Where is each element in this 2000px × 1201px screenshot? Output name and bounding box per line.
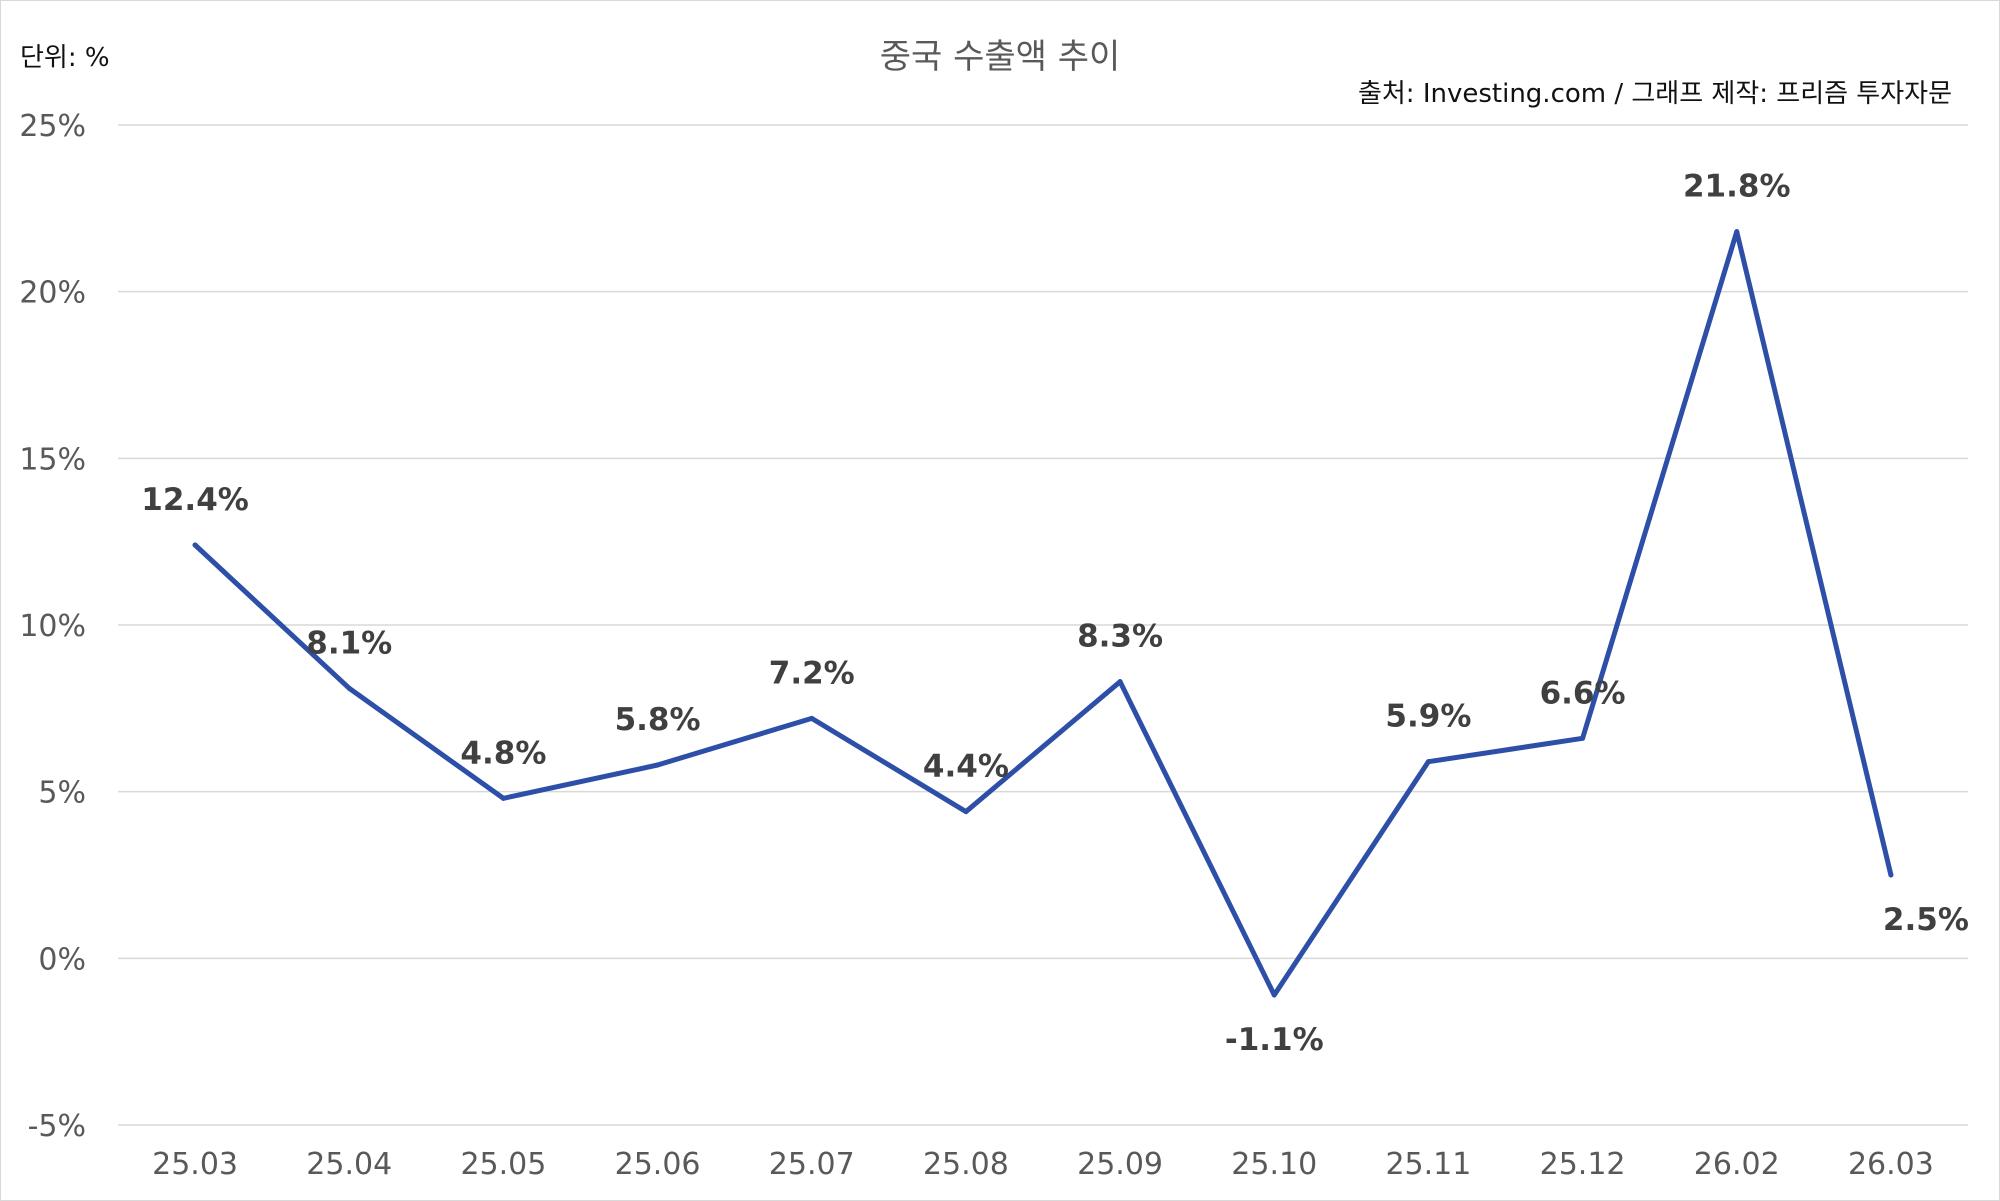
y-tick-label: 0%	[38, 942, 86, 977]
x-tick-label: 25.04	[306, 1147, 392, 1182]
y-tick-label: 25%	[19, 109, 86, 144]
data-point	[1425, 759, 1431, 765]
x-tick-label: 25.05	[460, 1147, 546, 1182]
series-line	[192, 229, 1894, 998]
data-point	[1117, 679, 1123, 685]
y-tick-label: -5%	[28, 1109, 86, 1144]
data-label: -1.1%	[1225, 1022, 1324, 1058]
data-point	[1271, 992, 1277, 998]
x-tick-label: 25.06	[615, 1147, 701, 1182]
x-tick-label: 26.02	[1694, 1147, 1780, 1182]
x-axis-ticks: 25.03 25.04 25.05 25.06 25.07 25.08 25.09 25.10…	[152, 1147, 1934, 1182]
x-tick-label: 25.03	[152, 1147, 238, 1182]
data-label: 2.5%	[1883, 902, 1969, 938]
x-tick-label: 25.08	[923, 1147, 1009, 1182]
data-label: 12.4%	[141, 482, 249, 518]
data-point	[1888, 872, 1894, 878]
x-tick-label: 25.07	[769, 1147, 855, 1182]
data-point	[346, 685, 352, 691]
data-point	[500, 795, 506, 801]
data-point	[1734, 229, 1740, 235]
data-point	[1580, 735, 1586, 741]
y-tick-label: 15%	[19, 442, 86, 477]
data-labels: 12.4% 8.1% 4.8% 5.8% 7.2% 4.4% 8.3% -1.1% 5.9% 6.…	[141, 169, 1969, 1058]
x-tick-label: 25.11	[1385, 1147, 1471, 1182]
gridlines	[118, 124, 1968, 1126]
data-label: 4.4%	[923, 749, 1009, 785]
unit-label: 단위: %	[20, 43, 110, 73]
data-label: 8.1%	[306, 625, 392, 661]
series-line-group	[192, 229, 1894, 998]
data-label: 5.9%	[1385, 699, 1471, 735]
data-point	[963, 809, 969, 815]
chart-title: 중국 수출액 추이	[880, 37, 1121, 77]
y-tick-label: 20%	[19, 276, 86, 311]
x-tick-label: 26.03	[1848, 1147, 1934, 1182]
x-tick-label: 25.12	[1540, 1147, 1626, 1182]
x-tick-label: 25.09	[1077, 1147, 1163, 1182]
data-label: 7.2%	[769, 655, 855, 691]
data-label: 5.8%	[615, 702, 701, 738]
x-tick-label: 25.10	[1231, 1147, 1317, 1182]
data-label: 4.8%	[460, 735, 546, 771]
data-label: 8.3%	[1077, 619, 1163, 655]
data-point	[655, 762, 661, 768]
y-tick-label: 5%	[38, 776, 86, 811]
y-axis-ticks: 25% 20% 15% 10% 5% 0% -5%	[19, 109, 86, 1144]
data-label: 6.6%	[1540, 675, 1626, 711]
data-point	[809, 715, 815, 721]
y-tick-label: 10%	[19, 609, 86, 644]
data-point	[192, 542, 198, 548]
data-label: 21.8%	[1683, 169, 1791, 205]
source-label: 출처: Investing.com / 그래프 제작: 프리즘 투자자문	[1358, 79, 1952, 109]
